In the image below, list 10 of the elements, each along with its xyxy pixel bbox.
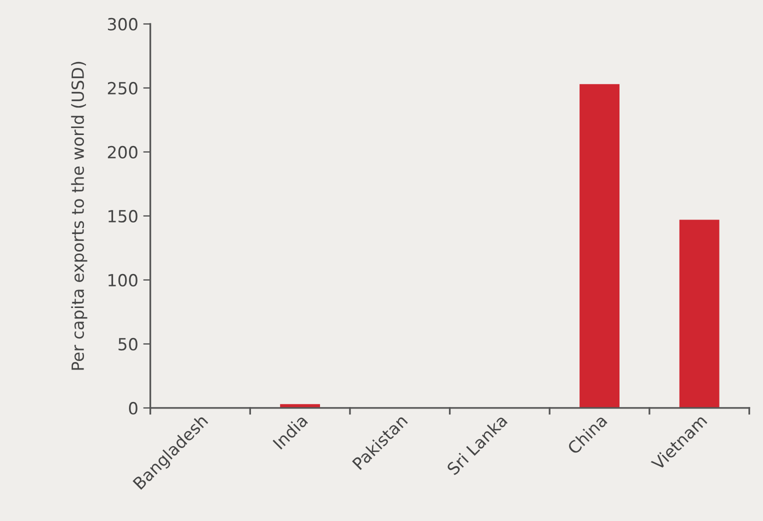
- y-tick-label: 0: [129, 402, 138, 415]
- y-tick-label: 100: [108, 274, 138, 287]
- y-tick-label: 300: [108, 18, 138, 31]
- bar: [580, 84, 620, 408]
- y-tick-label: 250: [108, 82, 138, 95]
- y-tick-label: 200: [108, 146, 138, 159]
- y-axis-title: Per capita exports to the world (USD): [71, 62, 88, 370]
- y-tick-label: 150: [108, 210, 138, 223]
- y-tick-label: 50: [118, 338, 138, 351]
- bar: [679, 220, 720, 408]
